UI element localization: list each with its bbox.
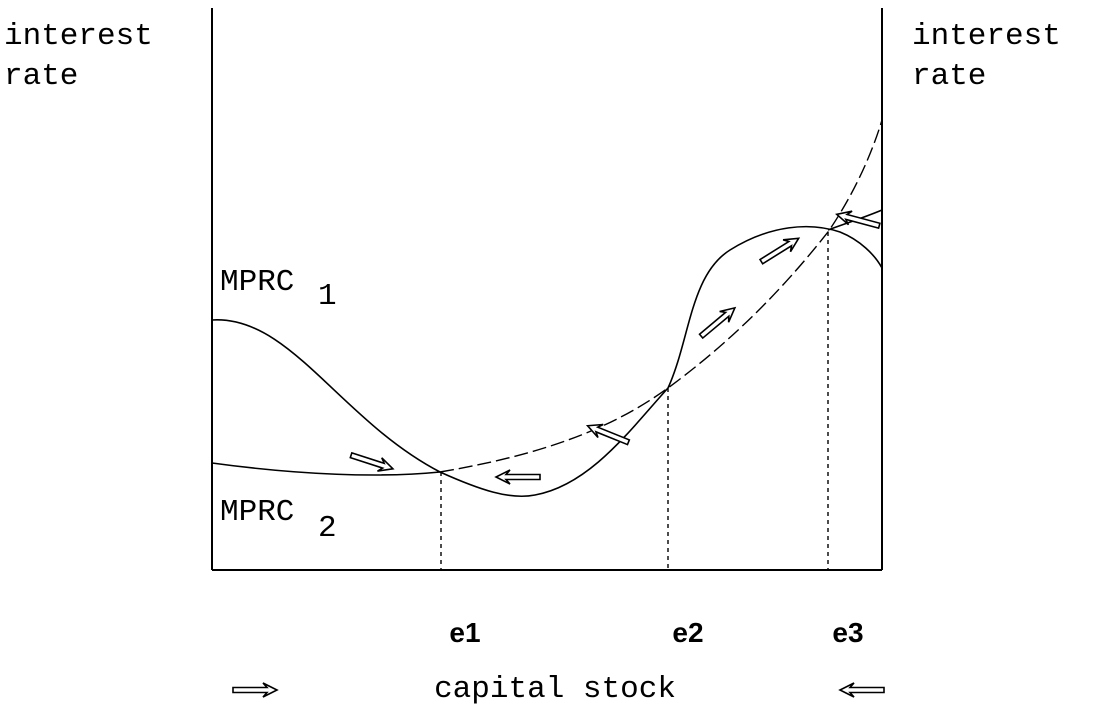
arrow (348, 447, 396, 477)
curve-mprc1 (211, 225, 883, 498)
x-axis-label: capital stock (434, 672, 676, 707)
arrow (756, 231, 804, 269)
right-axis-label: interest (912, 19, 1061, 54)
arrow (232, 682, 278, 698)
curve-label: MPRC (220, 495, 294, 530)
equilibrium-label: e3 (832, 617, 863, 648)
curve-mprc2 (211, 462, 441, 476)
curve-mprc2-dashed (439, 119, 883, 473)
arrow (495, 469, 541, 485)
curve-label: MPRC (220, 265, 294, 300)
left-axis-label: rate (4, 59, 78, 94)
equilibrium-label: e1 (449, 617, 480, 648)
curve-subscript: 2 (318, 511, 337, 546)
equilibrium-label: e2 (672, 617, 703, 648)
curve-subscript: 1 (318, 279, 337, 314)
right-axis-label: rate (912, 59, 986, 94)
arrow (839, 682, 885, 698)
left-axis-label: interest (4, 19, 153, 54)
